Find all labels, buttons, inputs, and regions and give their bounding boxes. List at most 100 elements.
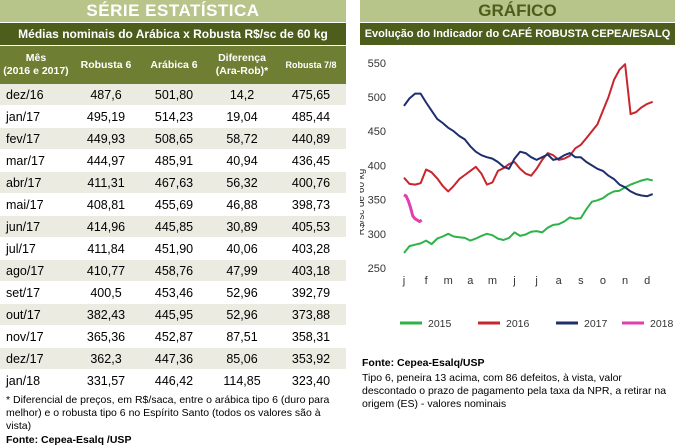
cell-mes: mai/17 — [0, 193, 72, 216]
cell-robusta78: 400,76 — [276, 171, 346, 194]
x-tick-label: s — [578, 275, 584, 287]
series-line-2015 — [403, 178, 653, 254]
cell-robusta78: 485,44 — [276, 105, 346, 128]
cell-robusta6: 411,84 — [72, 237, 140, 260]
chart-panel-title: GRÁFICO — [360, 0, 675, 22]
table-row: fev/17 449,93 508,65 58,72 440,89 — [0, 127, 346, 150]
x-tick-label: j — [402, 275, 405, 287]
cell-robusta78: 392,79 — [276, 281, 346, 304]
table-row: ago/17 410,77 458,76 47,99 403,18 — [0, 259, 346, 282]
table-row: dez/17 362,3 447,36 85,06 353,92 — [0, 347, 346, 370]
legend-label-2018: 2018 — [650, 318, 674, 330]
cell-mes: dez/17 — [0, 347, 72, 370]
cell-arabica6: 455,69 — [140, 193, 208, 216]
legend-label-2015: 2015 — [428, 318, 452, 330]
y-tick-label: 450 — [368, 126, 386, 138]
table-row: jan/17 495,19 514,23 19,04 485,44 — [0, 105, 346, 128]
cell-mes: jan/18 — [0, 369, 72, 392]
x-tick-label: m — [488, 275, 497, 287]
cell-robusta78: 353,92 — [276, 347, 346, 370]
cell-arabica6: 485,91 — [140, 149, 208, 172]
header-robusta78: Robusta 7/8 — [276, 46, 346, 84]
table-row: set/17 400,5 453,46 52,96 392,79 — [0, 281, 346, 304]
table-row: out/17 382,43 445,95 52,96 373,88 — [0, 303, 346, 326]
cell-robusta78: 358,31 — [276, 325, 346, 348]
cell-robusta78: 475,65 — [276, 84, 346, 106]
cell-mes: abr/17 — [0, 171, 72, 194]
table-row: jun/17 414,96 445,85 30,89 405,53 — [0, 215, 346, 238]
x-tick-label: f — [425, 275, 429, 287]
y-tick-label: 300 — [368, 229, 386, 241]
cell-robusta78: 436,45 — [276, 149, 346, 172]
chart-panel-subtitle: Evolução do Indicador do CAFÉ ROBUSTA CE… — [360, 23, 675, 45]
x-tick-label: a — [556, 275, 563, 287]
table-row: jan/18 331,57 446,42 114,85 323,40 — [0, 369, 346, 392]
header-dif-line1: Diferença — [218, 52, 266, 64]
table-footnote: * Diferencial de preços, em R$/saca, ent… — [6, 394, 330, 432]
table-source: Fonte: Cepea-Esalq /USP — [6, 434, 132, 446]
cell-robusta6: 408,81 — [72, 193, 140, 216]
cell-arabica6: 447,36 — [140, 347, 208, 370]
cell-robusta6: 414,96 — [72, 215, 140, 238]
cell-robusta6: 382,43 — [72, 303, 140, 326]
header-mes-line2: (2016 e 2017) — [3, 65, 69, 77]
legend-label-2017: 2017 — [584, 318, 608, 330]
cell-robusta78: 403,28 — [276, 237, 346, 260]
cell-diferenca: 114,85 — [208, 369, 276, 392]
cell-diferenca: 52,96 — [208, 303, 276, 326]
chart-area: 250 300 350 400 450 500 550 R$/sc de 60 kg j f m a m… — [356, 46, 675, 346]
cell-mes: nov/17 — [0, 325, 72, 348]
cell-robusta78: 398,73 — [276, 193, 346, 216]
cell-mes: fev/17 — [0, 127, 72, 150]
cell-mes: ago/17 — [0, 259, 72, 282]
cell-arabica6: 452,87 — [140, 325, 208, 348]
header-arabica6: Arábica 6 — [140, 46, 208, 84]
y-tick-label: 350 — [368, 195, 386, 207]
cell-robusta6: 362,3 — [72, 347, 140, 370]
cell-arabica6: 501,80 — [140, 84, 208, 106]
cell-arabica6: 508,65 — [140, 127, 208, 150]
table-row: mai/17 408,81 455,69 46,88 398,73 — [0, 193, 346, 216]
series-line-2016 — [403, 63, 654, 193]
x-tick-label: j — [512, 275, 515, 287]
statistics-title: SÉRIE ESTATÍSTICA — [0, 0, 346, 22]
cell-arabica6: 445,85 — [140, 215, 208, 238]
cell-robusta6: 331,57 — [72, 369, 140, 392]
table-row: mar/17 444,97 485,91 40,94 436,45 — [0, 149, 346, 172]
y-axis-label: R$/sc de 60 kg — [360, 169, 367, 236]
table-header-row: Mês (2016 e 2017) Robusta 6 Arábica 6 Dif… — [0, 46, 346, 84]
y-tick-label: 500 — [368, 92, 386, 104]
cell-robusta6: 444,97 — [72, 149, 140, 172]
cell-arabica6: 514,23 — [140, 105, 208, 128]
series-line-2018 — [403, 193, 423, 223]
cell-robusta6: 365,36 — [72, 325, 140, 348]
cell-arabica6: 458,76 — [140, 259, 208, 282]
header-mes: Mês (2016 e 2017) — [0, 46, 72, 84]
cell-arabica6: 453,46 — [140, 281, 208, 304]
chart-source: Fonte: Cepea-Esalq/USP — [362, 357, 485, 369]
cell-mes: jul/17 — [0, 237, 72, 260]
cell-diferenca: 85,06 — [208, 347, 276, 370]
chart-note: Tipo 6, peneira 13 acima, com 86 defeito… — [362, 372, 667, 410]
cell-diferenca: 52,96 — [208, 281, 276, 304]
x-tick-label: o — [600, 275, 606, 287]
y-tick-label: 250 — [368, 263, 386, 275]
cell-diferenca: 40,06 — [208, 237, 276, 260]
cell-arabica6: 467,63 — [140, 171, 208, 194]
cell-robusta78: 373,88 — [276, 303, 346, 326]
table-row: abr/17 411,31 467,63 56,32 400,76 — [0, 171, 346, 194]
cell-mes: dez/16 — [0, 84, 72, 106]
statistics-panel: SÉRIE ESTATÍSTICA Médias nominais do Ará… — [0, 0, 346, 446]
cell-diferenca: 46,88 — [208, 193, 276, 216]
cell-robusta78: 323,40 — [276, 369, 346, 392]
cell-robusta6: 410,77 — [72, 259, 140, 282]
y-tick-label: 550 — [368, 58, 386, 70]
x-tick-label: d — [644, 275, 650, 287]
cell-diferenca: 30,89 — [208, 215, 276, 238]
cell-arabica6: 451,90 — [140, 237, 208, 260]
header-diferenca: Diferença (Ara-Rob)* — [208, 46, 276, 84]
cell-robusta6: 400,5 — [72, 281, 140, 304]
table-row: nov/17 365,36 452,87 87,51 358,31 — [0, 325, 346, 348]
cell-diferenca: 14,2 — [208, 84, 276, 106]
cell-diferenca: 87,51 — [208, 325, 276, 348]
